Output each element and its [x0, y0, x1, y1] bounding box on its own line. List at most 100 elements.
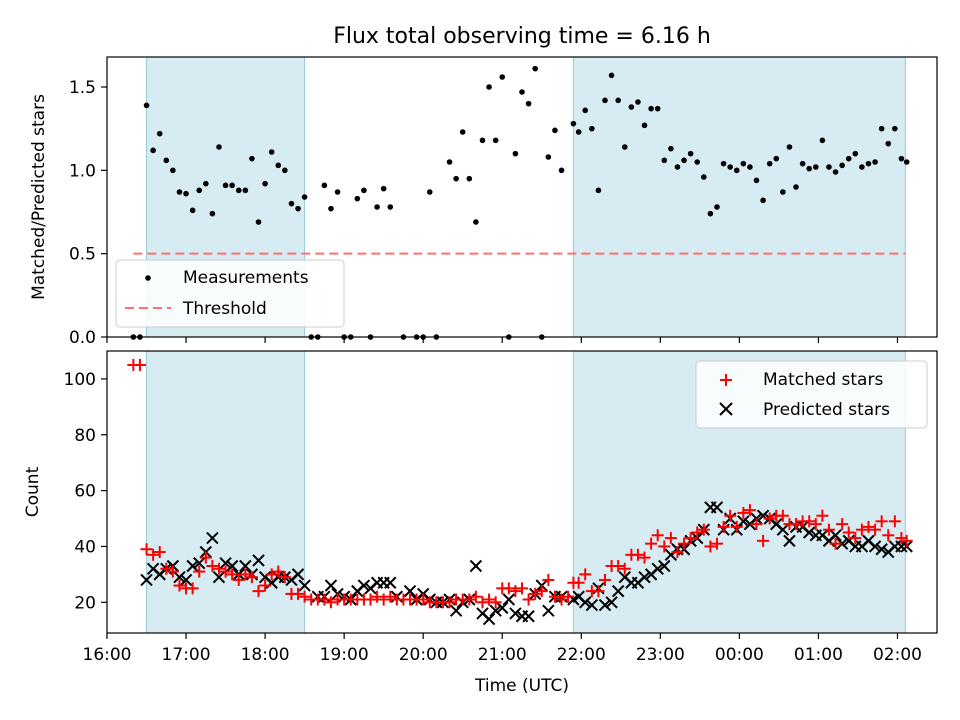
measurement-point [453, 175, 459, 182]
measurement-point [826, 164, 832, 170]
matched-star-point [535, 585, 548, 598]
predicted-star-stroke [611, 584, 625, 598]
measurement-point [575, 129, 582, 135]
matched-star-point [252, 585, 265, 598]
predicted-star-point [605, 596, 618, 609]
matched-star-point [710, 537, 723, 550]
measurement-point [615, 97, 621, 104]
predicted-star-stroke [829, 529, 842, 542]
matched-star-point [803, 515, 816, 528]
measurement-point [183, 190, 189, 197]
measurement-point [354, 195, 361, 202]
predicted-star-point [776, 523, 790, 536]
measurement-point [589, 125, 595, 132]
measurement-point [163, 157, 170, 164]
predicted-star-stroke [572, 590, 585, 603]
predicted-star-stroke [605, 596, 618, 609]
measurement-point [694, 159, 701, 165]
measurement-point [654, 105, 661, 112]
matched-star-point [862, 520, 875, 533]
matched-star-point [888, 515, 901, 528]
predicted-star-stroke [618, 570, 631, 584]
measurement-point [249, 155, 255, 162]
matched-star-point [869, 523, 882, 536]
measurement-point [707, 210, 714, 217]
x-tick-label: 18:00 [241, 645, 290, 665]
matched-star-point [612, 559, 625, 572]
x-tick-label: 02:00 [873, 645, 922, 665]
measurement-point [687, 150, 694, 157]
matched-star-point [199, 551, 212, 564]
y-tick-label: 40 [74, 537, 96, 557]
measurement-point [295, 205, 301, 212]
measurement-point [552, 127, 558, 134]
measurement-point [661, 157, 668, 164]
matched-star-point [618, 562, 631, 575]
matched-star-point [212, 562, 225, 575]
measurement-point [740, 160, 747, 167]
matched-star-point [245, 571, 258, 584]
matched-star-point [371, 590, 384, 603]
measurement-point [832, 169, 839, 175]
measurement-point [903, 159, 910, 165]
matched-star-point [516, 582, 528, 595]
measurement-point [727, 164, 733, 170]
matched-star-point [900, 534, 913, 547]
predicted-star-stroke [449, 604, 463, 617]
predicted-star-stroke [206, 531, 219, 545]
measurement-point [681, 157, 687, 164]
matched-star-point [651, 529, 664, 542]
matched-star-point [717, 520, 730, 533]
matched-star-point [364, 593, 377, 606]
matched-star-point [572, 576, 585, 589]
measurement-point [773, 155, 780, 162]
measurement-point [558, 167, 565, 174]
measurement-point [446, 159, 453, 165]
x-tick-label: 21:00 [478, 645, 527, 665]
matched-star-point [502, 582, 515, 595]
matched-star-point [173, 579, 186, 592]
matched-star-point [875, 515, 888, 528]
matched-star-point [265, 568, 278, 581]
legend-matched-label: Matched stars [763, 370, 883, 390]
predicted-star-point [298, 579, 311, 592]
matched-star-point [776, 509, 789, 522]
measurement-point [608, 72, 615, 79]
predicted-star-stroke [146, 562, 160, 575]
matched-star-point [272, 565, 285, 578]
measurement-point [780, 189, 786, 195]
matched-star-point [166, 565, 179, 578]
predicted-star-stroke [835, 537, 849, 550]
matched-star-point [232, 573, 245, 586]
bottom-plot: 20 40 60 80 100 16:00 17:00 18:00 19:00 20:00 21:… [23, 350, 938, 696]
predicted-star-point [658, 559, 671, 573]
predicted-star-point [206, 531, 219, 545]
predicted-star-stroke [802, 526, 816, 539]
measurement-point [753, 177, 760, 184]
predicted-star-point [449, 604, 463, 617]
measurement-point [196, 187, 203, 194]
predicted-star-stroke [776, 523, 790, 536]
predicted-star-stroke [868, 540, 882, 553]
measurement-point [582, 107, 589, 114]
matched-star-point [763, 512, 776, 525]
y-tick-label: 1.5 [69, 78, 96, 98]
measurement-point [275, 162, 282, 169]
matched-star-point [140, 543, 153, 556]
predicted-star-point [829, 529, 842, 542]
predicted-star-stroke [509, 607, 522, 620]
matched-star-point [384, 590, 397, 603]
predicted-star-stroke [298, 579, 311, 592]
top-plot: 0.0 0.5 1.0 1.5 Matched/Predicted stars Mea… [29, 56, 938, 348]
predicted-star-point [710, 501, 724, 514]
measurement-point [733, 167, 740, 174]
measurement-point [747, 164, 753, 170]
predicted-star-point [324, 579, 338, 592]
shaded-interval [146, 351, 305, 633]
measurement-point [321, 182, 328, 189]
y-tick-label: 20 [74, 593, 96, 613]
measurement-point [898, 155, 905, 162]
matched-star-point [724, 509, 737, 522]
measurement-point [170, 167, 176, 174]
measurement-point [301, 194, 308, 200]
